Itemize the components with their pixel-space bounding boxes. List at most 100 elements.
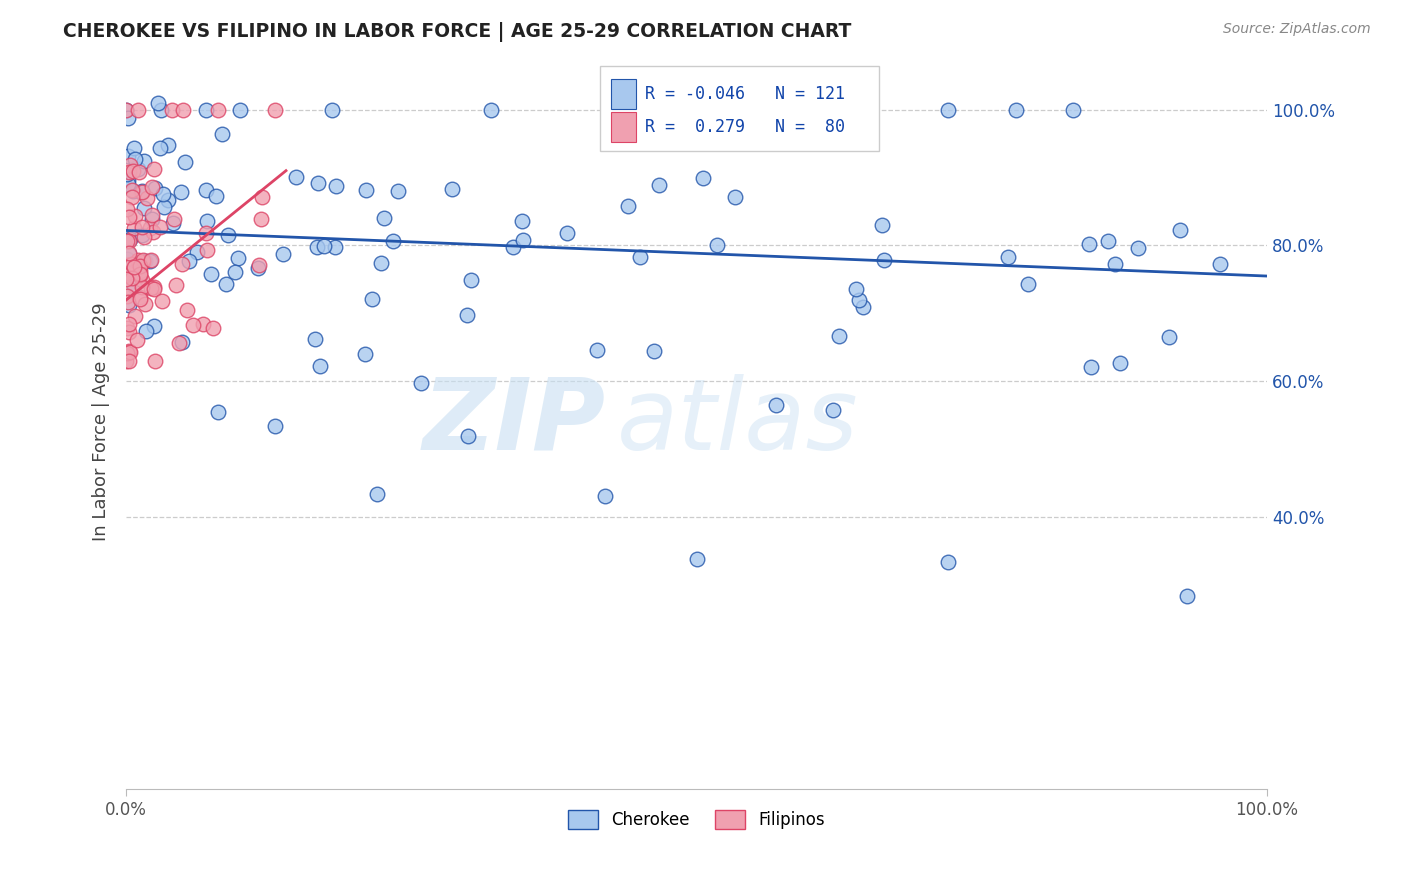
- Point: [132, 255, 155, 269]
- Point: [263, 103, 285, 117]
- Point: [852, 300, 875, 314]
- Point: [117, 246, 139, 260]
- Point: [555, 227, 578, 241]
- Point: [1078, 236, 1101, 251]
- Point: [139, 281, 162, 295]
- Text: atlas: atlas: [617, 374, 859, 471]
- Point: [195, 243, 218, 257]
- Point: [872, 253, 894, 268]
- Point: [502, 240, 524, 254]
- Point: [131, 280, 153, 294]
- Point: [115, 354, 138, 368]
- Point: [827, 329, 849, 343]
- Point: [229, 103, 252, 117]
- Point: [823, 403, 845, 417]
- Point: [120, 345, 142, 359]
- Point: [167, 336, 190, 351]
- Point: [174, 155, 197, 169]
- Point: [115, 103, 138, 117]
- Point: [845, 282, 868, 296]
- Point: [152, 186, 174, 201]
- Point: [131, 272, 153, 286]
- Point: [131, 184, 153, 198]
- Point: [129, 292, 152, 306]
- Point: [118, 325, 141, 339]
- Point: [122, 264, 145, 278]
- Point: [146, 95, 169, 110]
- Point: [409, 376, 432, 390]
- Point: [127, 252, 149, 267]
- Point: [141, 208, 163, 222]
- Point: [157, 194, 180, 208]
- Point: [122, 141, 145, 155]
- Point: [1209, 257, 1232, 271]
- Text: ZIP: ZIP: [422, 374, 606, 471]
- Point: [305, 240, 328, 254]
- Point: [136, 191, 159, 205]
- Point: [706, 237, 728, 252]
- Point: [121, 271, 143, 285]
- Point: [131, 185, 153, 199]
- Point: [121, 189, 143, 203]
- Point: [936, 103, 959, 117]
- Point: [120, 232, 142, 246]
- Point: [117, 266, 139, 280]
- Point: [215, 277, 238, 291]
- Point: [117, 202, 139, 216]
- Point: [170, 186, 193, 200]
- Point: [456, 309, 478, 323]
- Point: [872, 219, 894, 233]
- Point: [162, 216, 184, 230]
- Point: [200, 267, 222, 281]
- Point: [134, 297, 156, 311]
- Point: [129, 268, 152, 283]
- Point: [118, 298, 141, 312]
- Point: [128, 165, 150, 179]
- Point: [134, 230, 156, 244]
- Point: [1080, 359, 1102, 374]
- Point: [172, 334, 194, 349]
- Point: [460, 273, 482, 287]
- Point: [149, 220, 172, 235]
- Point: [186, 244, 208, 259]
- Point: [115, 103, 138, 117]
- Point: [127, 262, 149, 277]
- Point: [160, 103, 183, 117]
- Point: [370, 256, 392, 270]
- Point: [118, 317, 141, 331]
- Point: [512, 233, 534, 247]
- Point: [585, 343, 607, 358]
- Point: [457, 429, 479, 443]
- Point: [129, 185, 152, 199]
- Point: [856, 103, 879, 117]
- Point: [246, 260, 269, 275]
- Point: [163, 211, 186, 226]
- Point: [135, 324, 157, 338]
- Point: [115, 289, 138, 303]
- Point: [122, 221, 145, 235]
- Point: [149, 103, 172, 117]
- Point: [117, 111, 139, 125]
- Text: R = -0.046   N = 121: R = -0.046 N = 121: [645, 85, 845, 103]
- Point: [1062, 103, 1084, 117]
- Point: [121, 257, 143, 271]
- Point: [381, 234, 404, 248]
- Point: [366, 486, 388, 500]
- Point: [118, 245, 141, 260]
- Point: [124, 152, 146, 166]
- Point: [165, 277, 187, 292]
- Point: [115, 321, 138, 335]
- Point: [207, 103, 229, 117]
- Point: [142, 225, 165, 239]
- Point: [134, 254, 156, 268]
- FancyBboxPatch shape: [612, 78, 636, 110]
- Point: [139, 253, 162, 268]
- Point: [142, 282, 165, 296]
- Point: [207, 405, 229, 419]
- Point: [172, 257, 194, 271]
- Point: [118, 234, 141, 248]
- Point: [218, 227, 240, 242]
- Point: [129, 264, 152, 278]
- Point: [120, 158, 142, 172]
- Point: [309, 359, 332, 374]
